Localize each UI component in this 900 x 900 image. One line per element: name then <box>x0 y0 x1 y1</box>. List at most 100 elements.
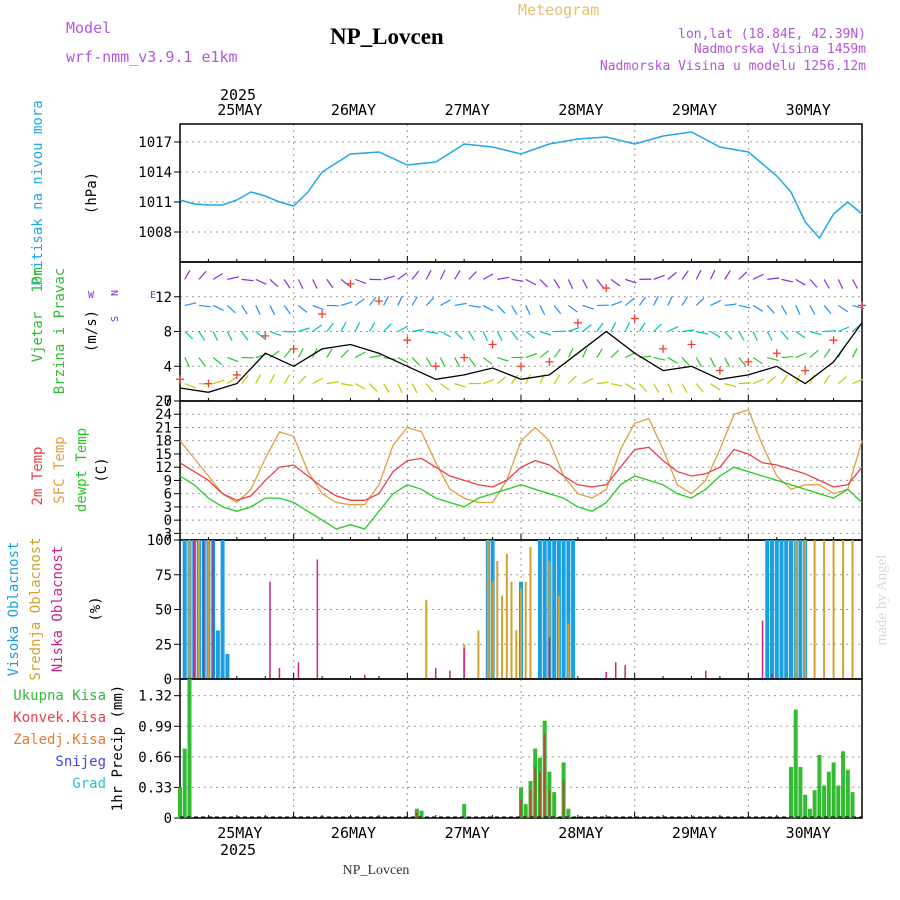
cloud-bar <box>823 540 826 679</box>
wind-barb <box>738 331 745 341</box>
wind-barb <box>184 302 197 307</box>
wind-barb <box>241 278 254 282</box>
precip-title-3: Snijeg <box>55 754 106 770</box>
wind-barb <box>312 304 324 311</box>
wind-barb <box>439 357 446 368</box>
cloud-bar <box>537 540 542 679</box>
gust-marker <box>488 340 497 349</box>
cloud-bar <box>364 674 366 679</box>
wind-barb <box>255 353 268 359</box>
day-label-top: 30MAY <box>786 101 831 119</box>
model-label: Model <box>66 19 111 37</box>
wind-barb <box>383 323 392 332</box>
gust-marker <box>460 353 469 362</box>
wind-barb <box>482 304 494 312</box>
wind-barb <box>425 357 433 367</box>
wind-barb <box>852 279 859 289</box>
wind-barb <box>397 357 409 364</box>
wind-barb <box>582 324 592 332</box>
cloud-bar <box>524 581 527 679</box>
cloud-bar <box>212 540 214 679</box>
wind-barb <box>724 303 737 307</box>
wind-barb <box>823 374 831 384</box>
wind-barb <box>468 331 475 341</box>
wind-barb <box>354 321 361 332</box>
wind-barb <box>326 322 334 332</box>
wind-barb <box>397 272 408 280</box>
precip-bar <box>548 790 551 818</box>
y-tick-label: 0.33 <box>138 780 172 796</box>
y-tick-label: 100 <box>147 533 172 549</box>
cloud-bar <box>542 540 547 679</box>
wind-title-2: Brzina i Pravac <box>52 268 68 394</box>
gust-marker <box>261 331 270 340</box>
wind-barb <box>738 304 751 309</box>
wind-barb <box>340 278 350 287</box>
wind-barb <box>340 383 353 387</box>
wind-barb <box>653 274 665 280</box>
cloud-bar <box>463 648 465 679</box>
y-tick-label: 1.32 <box>138 689 172 705</box>
cloud-bar <box>505 553 508 679</box>
dewpoint-line <box>179 466 863 530</box>
cloud-bar <box>435 667 437 679</box>
y-tick-label: 18 <box>155 434 172 450</box>
wind-barb <box>212 357 223 365</box>
temp-title-sfc: SFC Temp <box>52 436 68 503</box>
wind-barb <box>425 269 432 280</box>
wind-barb <box>397 295 403 306</box>
y-tick-label: 0 <box>164 394 172 410</box>
cloud-bar <box>770 540 774 679</box>
precip-bar <box>419 810 424 818</box>
y-tick-label: 1014 <box>138 165 172 181</box>
y-tick-label: -3 <box>155 526 172 542</box>
wind-barb <box>610 383 623 387</box>
wind-barb <box>752 378 765 385</box>
wind-barb <box>539 305 546 315</box>
wind-barb <box>567 375 577 385</box>
gust-marker <box>801 366 810 375</box>
wind-barb <box>198 331 206 341</box>
y-tick-label: 0 <box>164 811 172 827</box>
y-tick-label: 75 <box>155 568 172 584</box>
day-label-top: 25MAY <box>217 101 262 119</box>
y-tick-label: 1008 <box>138 225 172 241</box>
day-label-top: 29MAY <box>672 101 717 119</box>
wind-barb <box>610 300 623 307</box>
wind-barb <box>425 297 435 306</box>
wind-barb <box>425 383 434 393</box>
wind-barb <box>496 376 507 385</box>
wind-barb <box>454 331 463 340</box>
wind-barb <box>809 349 819 359</box>
wind-barb <box>312 377 323 385</box>
cloud-unit: (%) <box>88 596 104 621</box>
wind-barb <box>752 331 758 342</box>
wind-barb <box>667 325 679 333</box>
watermark: made by Angel <box>874 555 890 646</box>
wind-barb <box>724 383 737 388</box>
wind-barb <box>752 357 763 365</box>
wind-barb <box>766 375 776 385</box>
wind-barb <box>226 304 236 314</box>
wind-barb <box>454 270 461 280</box>
cloud-bar <box>548 560 551 679</box>
wind-barb <box>610 278 621 287</box>
wind-barb <box>823 348 831 358</box>
wind-barb <box>482 357 493 365</box>
gust-marker <box>232 370 241 379</box>
wind-barb <box>241 374 249 384</box>
cloud-bar <box>705 670 707 679</box>
precip-bar <box>793 709 798 818</box>
precip-title-1: Konvek.Kisa <box>13 710 106 726</box>
wind-barb <box>738 271 748 280</box>
precip-bar <box>826 771 831 818</box>
cloud-bar <box>552 540 557 679</box>
wind-barb <box>624 383 636 391</box>
wind-barb <box>269 330 282 337</box>
wind-barb <box>340 349 350 358</box>
wind-barb <box>184 383 196 389</box>
cloud-bar <box>202 540 205 679</box>
wind-barb <box>767 356 779 362</box>
gust-marker <box>858 301 866 310</box>
wind-barb <box>354 351 366 359</box>
